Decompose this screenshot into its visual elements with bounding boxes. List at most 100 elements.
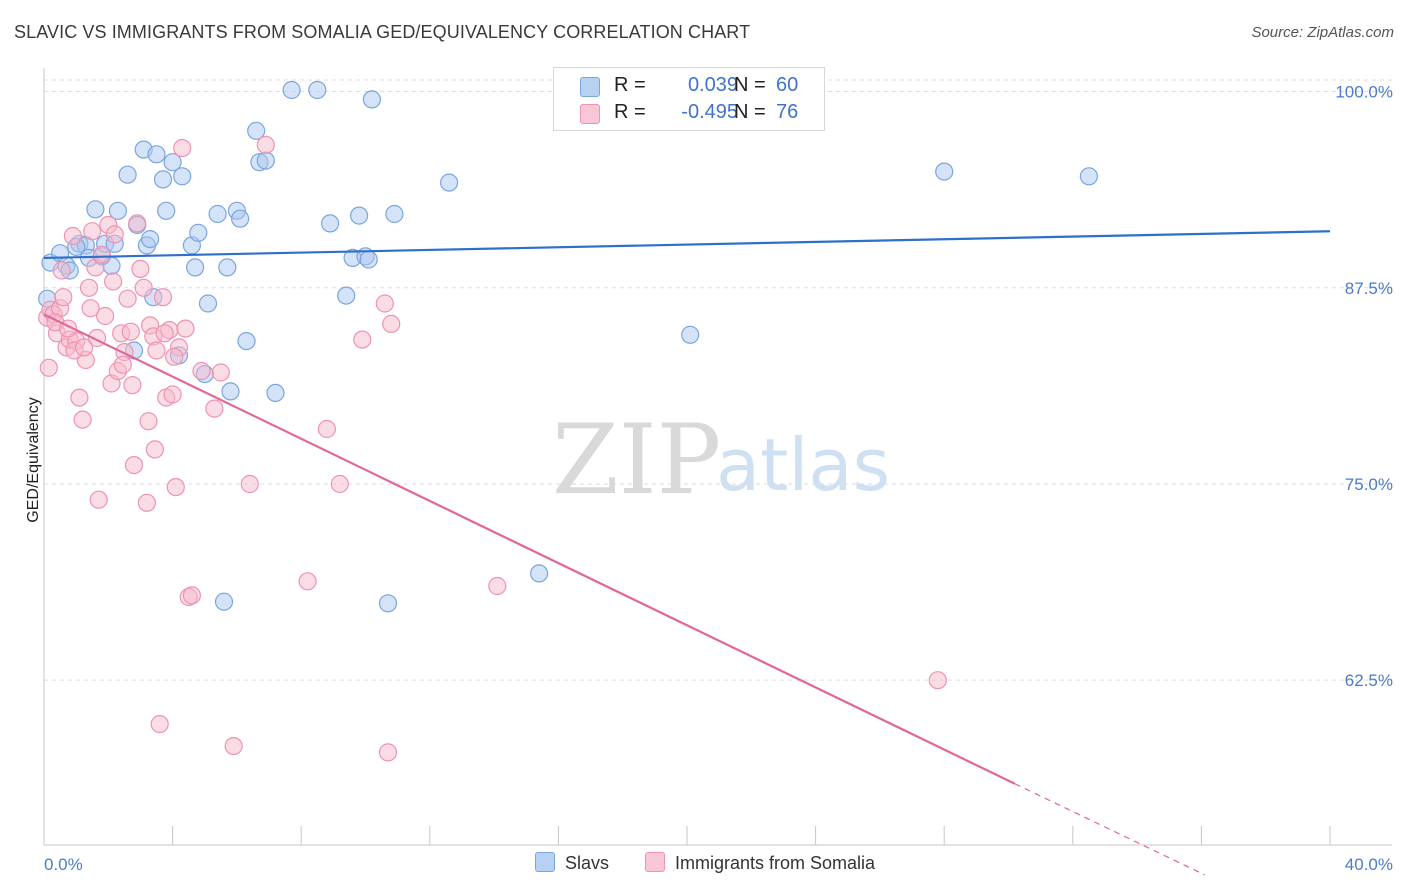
grid-layer [44, 79, 1392, 681]
bottom-legend-label: Immigrants from Somalia [675, 853, 876, 873]
source-label: Source: ZipAtlas.com [1251, 24, 1394, 41]
legend-swatch-blue [580, 77, 600, 97]
point-somalia [163, 385, 182, 404]
point-somalia [147, 341, 166, 360]
point-somalia [139, 412, 158, 431]
point-somalia [118, 289, 137, 308]
legend-n-label: N = [734, 74, 766, 96]
point-somalia [103, 272, 123, 291]
point-somalia [165, 347, 184, 366]
point-somalia [382, 314, 401, 333]
point-somalia [105, 225, 124, 244]
y-tick-label: 62.5% [1345, 671, 1393, 690]
point-somalia [39, 358, 58, 377]
point-slavs [86, 200, 105, 219]
point-slavs [385, 204, 404, 224]
point-slavs [118, 165, 137, 184]
point-somalia [134, 278, 153, 297]
point-somalia [488, 576, 507, 596]
point-somalia [166, 478, 185, 497]
point-slavs [108, 201, 128, 220]
point-slavs [237, 332, 256, 351]
legend-swatch-pink [580, 104, 600, 124]
series-slavs [38, 80, 1099, 613]
bottom-legend-label: Slavs [565, 853, 610, 873]
point-somalia [128, 214, 147, 233]
point-slavs [173, 167, 192, 186]
ticks-layer: 100.0% 87.5% 75.0% 62.5% 0.0% 40.0% [44, 83, 1393, 874]
point-somalia [73, 410, 92, 429]
trendline-somalia-extension [1014, 783, 1205, 876]
axes-layer [43, 68, 1392, 846]
watermark-zip: ZIP [552, 404, 721, 516]
bottom-legend-swatch-pink [645, 852, 665, 872]
points-layer [38, 80, 1099, 762]
point-somalia [52, 261, 71, 280]
point-slavs [247, 121, 266, 140]
point-slavs [186, 258, 205, 277]
point-slavs [141, 230, 160, 249]
point-slavs [350, 206, 369, 225]
point-slavs [935, 162, 954, 181]
point-somalia [123, 376, 142, 395]
point-somalia [153, 288, 173, 307]
point-slavs [147, 145, 166, 164]
point-somalia [256, 135, 275, 154]
legend-n-label: N = [734, 101, 766, 123]
y-tick-label: 100.0% [1335, 83, 1393, 102]
point-somalia [79, 278, 99, 297]
x-tick-label: 40.0% [1345, 855, 1393, 874]
point-slavs [337, 286, 356, 305]
point-somalia [317, 419, 336, 439]
point-slavs [256, 151, 275, 170]
bottom-legend-swatch-blue [535, 852, 555, 872]
y-tick-label: 87.5% [1345, 279, 1393, 298]
point-somalia [54, 288, 73, 307]
point-somalia [137, 493, 156, 512]
point-slavs [198, 294, 218, 313]
y-axis-label: GED/Equivalency [25, 397, 42, 522]
point-somalia [83, 222, 102, 241]
point-slavs [163, 153, 182, 172]
point-somalia [75, 338, 94, 357]
point-slavs [681, 325, 700, 344]
point-slavs [266, 383, 285, 402]
point-slavs [208, 204, 227, 224]
watermark: ZIP atlas [552, 404, 890, 516]
point-slavs [529, 564, 549, 583]
point-slavs [321, 214, 340, 233]
point-somalia [131, 259, 150, 278]
point-slavs [378, 594, 398, 613]
point-somalia [173, 139, 192, 158]
point-slavs [218, 258, 237, 277]
legend-r-value: -0.495 [681, 101, 738, 123]
point-somalia [81, 299, 100, 318]
point-slavs [157, 201, 176, 220]
point-somalia [375, 294, 394, 313]
point-somalia [211, 363, 230, 382]
series-somalia [38, 135, 947, 762]
y-tick-label: 75.0% [1345, 475, 1393, 494]
bottom-legend-slavs: Slavs [535, 852, 609, 874]
point-somalia [89, 490, 108, 509]
point-somalia [182, 586, 201, 605]
x-tick-label: 0.0% [44, 855, 83, 874]
point-somalia [224, 736, 243, 756]
legend-n-value: 76 [776, 101, 799, 123]
point-somalia [353, 330, 372, 349]
point-somalia [155, 324, 174, 343]
point-slavs [214, 592, 234, 611]
point-somalia [176, 319, 195, 338]
bottom-legend-somalia: Immigrants from Somalia [645, 852, 875, 874]
point-somalia [205, 399, 224, 418]
legend: R = 0.039 N = 60 R = -0.495 N = 76 [553, 67, 825, 131]
trend-layer [43, 230, 1331, 876]
point-slavs [359, 250, 378, 269]
point-somalia [150, 714, 169, 734]
chart-title: SLAVIC VS IMMIGRANTS FROM SOMALIA GED/EQ… [14, 22, 751, 42]
point-slavs [308, 80, 327, 100]
point-slavs [189, 223, 208, 242]
point-somalia [70, 388, 89, 407]
point-somalia [330, 474, 349, 494]
